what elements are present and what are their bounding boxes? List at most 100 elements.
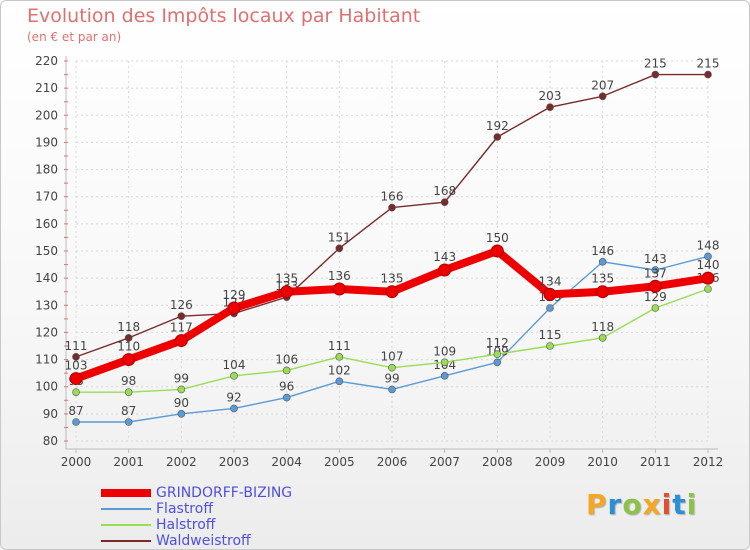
- data-point-flastroff: [388, 385, 396, 394]
- data-point-grindorff-bizing: [227, 301, 241, 315]
- chart-subtitle: (en € et par an): [27, 30, 122, 44]
- data-point-grindorff-bizing: [438, 263, 452, 277]
- data-point-flastroff: [651, 266, 660, 274]
- proxiti-logo: Proxiti: [586, 488, 697, 521]
- x-tick-label: 2003: [219, 455, 250, 469]
- data-point-grindorff-bizing: [596, 285, 610, 299]
- data-point-halstroff: [124, 388, 133, 396]
- data-label-grindorff-bizing: 150: [486, 231, 509, 245]
- data-label-halstroff: 129: [644, 290, 667, 304]
- data-point-grindorff-bizing: [490, 244, 504, 258]
- data-point-grindorff-bizing: [122, 353, 136, 367]
- logo-letter: i: [661, 488, 673, 521]
- y-tick-label: 220: [35, 54, 58, 68]
- data-label-waldweistroff: 203: [539, 89, 562, 103]
- data-label-waldweistroff: 168: [433, 184, 456, 198]
- data-point-grindorff-bizing: [385, 285, 399, 299]
- data-point-waldweistroff: [72, 353, 80, 361]
- data-point-grindorff-bizing: [280, 285, 294, 299]
- logo-letter: r: [607, 488, 623, 521]
- data-point-halstroff: [388, 363, 396, 372]
- data-label-halstroff: 99: [174, 371, 189, 385]
- y-tick-label: 200: [35, 108, 58, 122]
- y-tick-label: 190: [35, 135, 58, 149]
- x-tick-label: 2002: [166, 455, 197, 469]
- data-point-grindorff-bizing: [69, 372, 83, 386]
- data-label-grindorff-bizing: 103: [65, 359, 88, 373]
- data-label-grindorff-bizing: 134: [539, 274, 562, 288]
- data-label-halstroff: 104: [223, 358, 246, 372]
- data-point-waldweistroff: [493, 133, 502, 141]
- data-point-waldweistroff: [546, 103, 554, 111]
- data-label-flastroff: 96: [279, 380, 294, 394]
- data-label-halstroff: 109: [433, 344, 456, 358]
- data-label-waldweistroff: 215: [644, 57, 667, 71]
- legend-label-halstroff: Halstroff: [156, 517, 216, 533]
- y-tick-label: 180: [35, 163, 58, 177]
- data-label-waldweistroff: 166: [381, 190, 404, 204]
- data-label-grindorff-bizing: 135: [381, 272, 404, 286]
- x-tick-label: 2000: [61, 455, 92, 469]
- logo-letter: P: [586, 488, 608, 521]
- data-label-waldweistroff: 151: [328, 230, 351, 244]
- data-label-halstroff: 112: [486, 336, 509, 350]
- data-label-grindorff-bizing: 135: [275, 272, 298, 286]
- data-point-flastroff: [282, 393, 291, 402]
- logo-letter: x: [642, 488, 662, 521]
- data-label-waldweistroff: 126: [170, 298, 193, 312]
- data-point-waldweistroff: [651, 70, 660, 79]
- x-tick-label: 2012: [693, 455, 724, 469]
- data-point-flastroff: [493, 358, 502, 367]
- data-label-flastroff: 146: [591, 244, 614, 258]
- legend-swatch-grindorff-bizing: [101, 489, 151, 497]
- data-label-halstroff: 118: [591, 320, 614, 334]
- data-point-grindorff-bizing: [648, 279, 662, 293]
- data-point-grindorff-bizing: [701, 271, 715, 285]
- data-point-grindorff-bizing: [543, 287, 557, 301]
- data-point-flastroff: [230, 404, 238, 413]
- data-label-flastroff: 102: [328, 363, 351, 377]
- data-label-grindorff-bizing: 129: [223, 288, 246, 302]
- data-label-flastroff: 92: [226, 390, 241, 404]
- x-tick-label: 2009: [535, 455, 566, 469]
- logo-letter: i: [686, 488, 698, 521]
- y-tick-label: 90: [43, 407, 58, 421]
- x-tick-label: 2008: [482, 455, 513, 469]
- data-point-flastroff: [546, 304, 554, 312]
- data-point-halstroff: [335, 353, 344, 361]
- legend-swatch-halstroff: [101, 524, 151, 526]
- data-label-grindorff-bizing: 143: [433, 250, 456, 264]
- x-tick-label: 2004: [271, 455, 302, 469]
- legend-swatch-flastroff: [101, 508, 151, 510]
- y-tick-label: 150: [35, 244, 58, 258]
- data-point-waldweistroff: [388, 203, 396, 212]
- data-label-grindorff-bizing: 140: [697, 258, 720, 272]
- data-label-grindorff-bizing: 117: [170, 321, 193, 335]
- x-tick-label: 2001: [113, 455, 144, 469]
- data-point-waldweistroff: [124, 334, 133, 342]
- legend-label-waldweistroff: Waldweistroff: [156, 533, 251, 549]
- x-tick-label: 2007: [429, 455, 460, 469]
- data-point-flastroff: [124, 418, 133, 426]
- data-label-waldweistroff: 207: [591, 78, 614, 92]
- data-label-grindorff-bizing: 110: [117, 340, 140, 354]
- legend-swatch-waldweistroff: [101, 540, 151, 542]
- data-label-halstroff: 98: [121, 374, 136, 388]
- logo-letter: t: [672, 488, 687, 521]
- data-point-flastroff: [440, 372, 449, 380]
- data-label-waldweistroff: 118: [117, 320, 140, 334]
- data-point-waldweistroff: [177, 312, 186, 320]
- x-tick-label: 2010: [587, 455, 618, 469]
- data-point-waldweistroff: [335, 244, 344, 253]
- x-tick-label: 2006: [377, 455, 408, 469]
- data-point-halstroff: [282, 366, 291, 375]
- legend-label-grindorff-bizing: GRINDORFF-BIZING: [156, 485, 293, 501]
- data-point-grindorff-bizing: [332, 282, 346, 296]
- data-point-waldweistroff: [598, 92, 607, 101]
- data-label-waldweistroff: 215: [697, 57, 720, 71]
- y-tick-label: 110: [35, 353, 58, 367]
- data-label-flastroff: 87: [121, 404, 136, 418]
- y-tick-label: 160: [35, 217, 58, 231]
- data-label-waldweistroff: 192: [486, 119, 509, 133]
